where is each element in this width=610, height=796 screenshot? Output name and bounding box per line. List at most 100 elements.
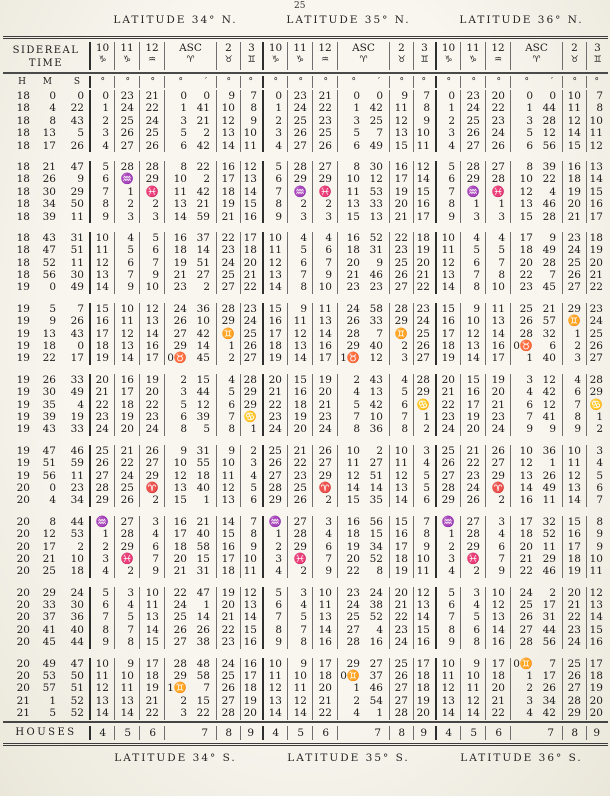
- cell: 12: [240, 160, 262, 174]
- cell: 22: [510, 565, 538, 578]
- cell: 40: [196, 528, 210, 541]
- cell: 19: [586, 244, 608, 257]
- cell: 21: [586, 269, 608, 282]
- cell: 3: [164, 386, 192, 399]
- cell: 17: [139, 352, 164, 365]
- aquarius-icon: ♒: [460, 185, 485, 199]
- cell: 10: [413, 127, 435, 140]
- block-gap: [3, 578, 608, 587]
- cancer-icon: ♋: [586, 398, 608, 411]
- cell: 3: [287, 210, 312, 223]
- cell: 33: [369, 198, 383, 211]
- cell: 49: [369, 139, 383, 152]
- cell: 28: [139, 160, 164, 174]
- cell: 19: [413, 694, 435, 708]
- cell: 4: [435, 565, 460, 578]
- cell: 15: [196, 694, 210, 707]
- cell: 7: [485, 552, 510, 566]
- sidereal-cell: 53: [70, 528, 84, 541]
- cell: 16: [562, 160, 586, 174]
- cell: 42: [542, 386, 556, 399]
- cell: 2: [413, 423, 435, 436]
- cell: 25: [369, 114, 383, 127]
- column-header-3: 3 ♊: [413, 42, 435, 70]
- sidereal-cell: 0: [49, 90, 56, 102]
- cell: 23: [287, 90, 312, 103]
- cell: 20: [510, 540, 538, 553]
- latitude-title-north: LATITUDE 34° N.: [113, 14, 238, 26]
- house-number: 6: [485, 725, 510, 740]
- cell: 14: [262, 707, 287, 720]
- aries-icon: ♈: [485, 481, 510, 495]
- house-number: 8: [389, 725, 413, 740]
- cell: 20: [312, 386, 337, 399]
- sidereal-cell: 43: [42, 423, 56, 436]
- cell: 27: [312, 160, 337, 174]
- title-spacer: [3, 752, 89, 764]
- cell: 13: [287, 340, 312, 353]
- cell: 23: [216, 244, 240, 257]
- cell: 4: [312, 528, 337, 541]
- house-number: 5: [287, 725, 312, 740]
- cell: 31: [196, 444, 210, 457]
- table-row: 19 30 49 21 17 20 3 44 5 29 21 16 20 4 13 5 29 21 16 20 4 42 6…: [3, 386, 608, 399]
- unit-label: S: [73, 77, 80, 87]
- cell: 7: [337, 410, 365, 424]
- cell: 11: [287, 315, 312, 328]
- sidereal-cell: 20: [16, 611, 30, 624]
- cell: 9: [312, 269, 337, 282]
- cell: 21: [312, 90, 337, 103]
- cell: 2: [203, 173, 210, 186]
- cell: 19: [435, 352, 460, 365]
- cell: 4: [435, 139, 460, 152]
- cell: 11: [216, 469, 240, 482]
- cell: 5: [89, 586, 114, 600]
- cell: 20: [586, 694, 608, 708]
- cell: 18: [510, 528, 538, 541]
- cell: 23: [262, 410, 287, 424]
- sidereal-cell: 22: [42, 352, 56, 365]
- cell: 10: [369, 410, 383, 423]
- sidereal-cell: 43: [70, 327, 84, 340]
- cell: 25: [389, 256, 413, 270]
- cell: 12: [164, 469, 192, 482]
- cell: 26: [389, 269, 413, 282]
- cell: 17: [164, 528, 192, 541]
- unit-label: °: [562, 76, 586, 88]
- cell: 22: [312, 707, 337, 720]
- cell: 21: [435, 386, 460, 399]
- cell: 1: [216, 340, 240, 353]
- sidereal-cell: 17: [70, 352, 84, 365]
- cell: 17: [485, 657, 510, 671]
- cell: 18: [139, 670, 164, 683]
- unit-label: °: [114, 76, 139, 88]
- cell: 4: [262, 139, 287, 152]
- sidereal-cell: 31: [70, 231, 84, 244]
- cell: 46: [369, 682, 383, 695]
- column-number: 2: [225, 42, 232, 54]
- column-number: 3: [421, 42, 428, 54]
- cell: 2: [287, 565, 312, 578]
- latitude-title-south: LATITUDE 36° S.: [460, 752, 583, 764]
- cell: 8: [164, 423, 192, 436]
- cell: 26: [240, 340, 262, 353]
- cell: 1: [435, 528, 460, 541]
- cell: 8: [413, 102, 435, 115]
- cell: 34: [369, 540, 383, 553]
- sidereal-cell: 19: [16, 423, 30, 436]
- cell: 27: [287, 515, 312, 529]
- cell: 5: [586, 469, 608, 482]
- cell: 16: [139, 340, 164, 353]
- cell: 6: [413, 494, 435, 507]
- cell: 22: [389, 231, 413, 245]
- cell: 15: [164, 494, 192, 507]
- sidereal-cell: 29: [70, 185, 84, 198]
- cell: 7: [549, 657, 556, 670]
- cell: 7: [262, 611, 287, 624]
- cell: 3: [262, 552, 287, 566]
- column-number: 2: [398, 42, 405, 54]
- cell: 11: [389, 457, 413, 470]
- cell: 17: [510, 515, 538, 529]
- cell: 29: [164, 670, 192, 683]
- cell: 4: [337, 707, 365, 720]
